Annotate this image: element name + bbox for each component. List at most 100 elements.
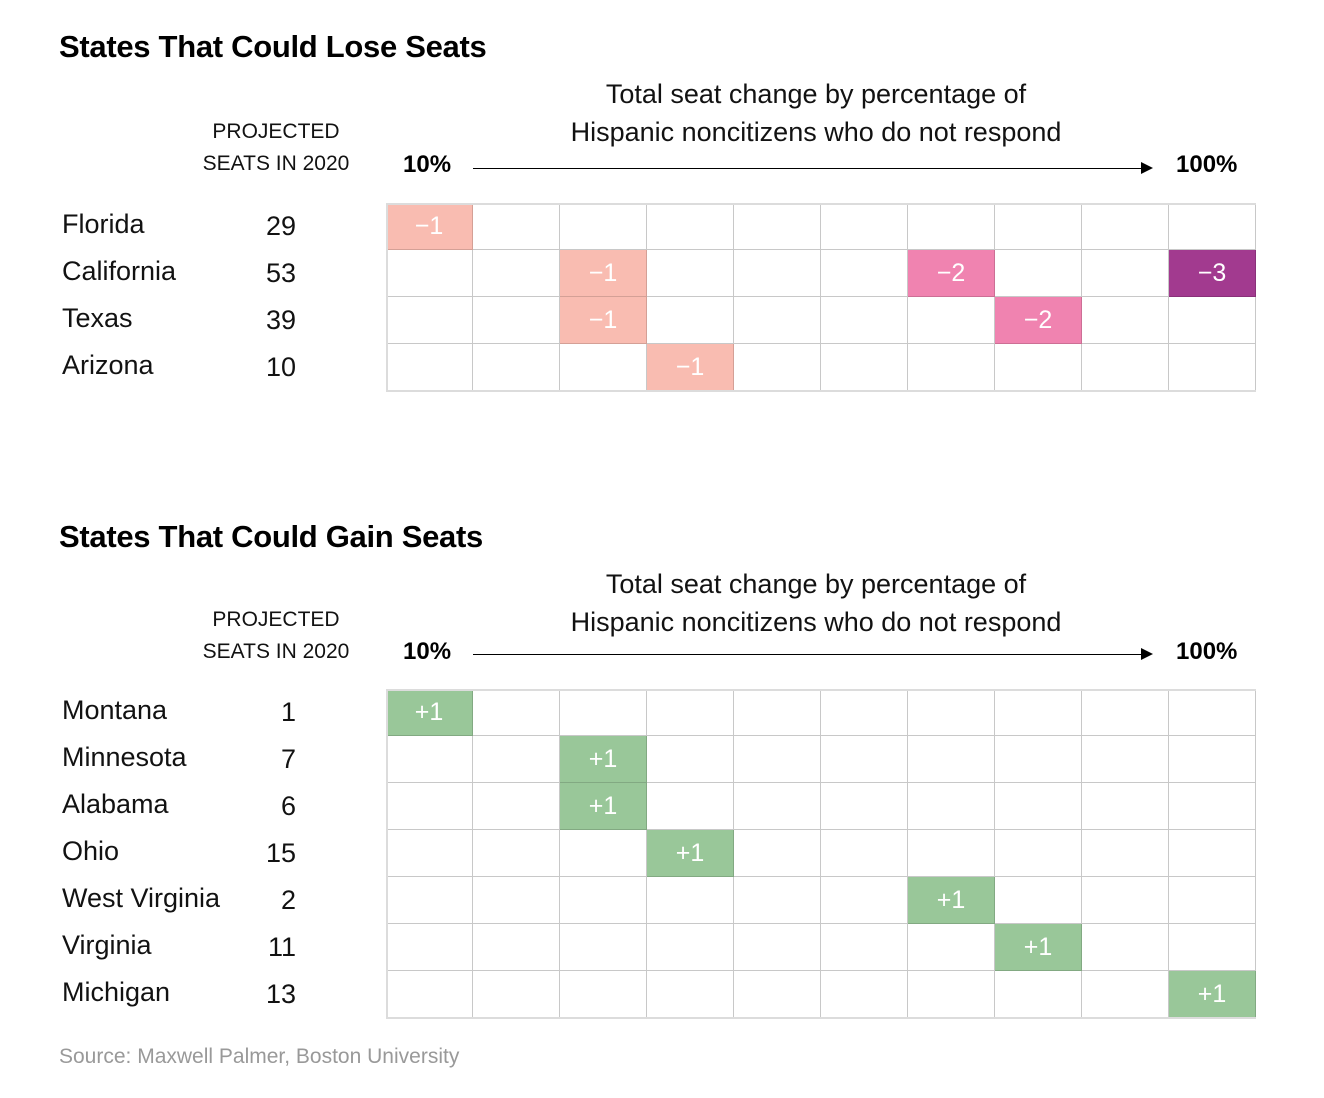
- empty-cell: [908, 736, 995, 783]
- state-label: Florida: [62, 209, 145, 239]
- empty-cell: [1169, 830, 1256, 877]
- empty-cell: [821, 689, 908, 736]
- empty-cell: [1082, 830, 1169, 877]
- axis-end-label: 100%: [1176, 151, 1238, 178]
- axis-title-line-1: Total seat change by percentage of: [605, 79, 1027, 109]
- empty-cell: [647, 924, 734, 971]
- empty-cell: [1169, 736, 1256, 783]
- empty-cell: [734, 783, 821, 830]
- empty-cell: [995, 203, 1082, 250]
- axis-title-line-2: Hispanic noncitizens who do not respond: [570, 607, 1062, 637]
- empty-cell: [1082, 689, 1169, 736]
- empty-cell: [386, 736, 473, 783]
- empty-cell: [908, 344, 995, 391]
- empty-cell: [908, 924, 995, 971]
- empty-cell: [473, 924, 560, 971]
- axis-arrow-line: [473, 654, 1143, 655]
- empty-cell: [560, 830, 647, 877]
- empty-cell: [386, 297, 473, 344]
- seat-change-cell: −3: [1169, 250, 1256, 297]
- empty-cell: [821, 830, 908, 877]
- empty-cell: [821, 783, 908, 830]
- empty-cell: [473, 830, 560, 877]
- empty-cell: [908, 830, 995, 877]
- empty-cell: [821, 203, 908, 250]
- seat-change-cell: −1: [647, 344, 734, 391]
- projected-seats-header-line-2: SEATS IN 2020: [202, 640, 350, 663]
- empty-cell: [647, 877, 734, 924]
- empty-cell: [386, 877, 473, 924]
- empty-cell: [473, 250, 560, 297]
- empty-cell: [386, 250, 473, 297]
- empty-cell: [647, 689, 734, 736]
- projected-seats-value: 10: [265, 352, 296, 382]
- empty-cell: [473, 971, 560, 1018]
- empty-cell: [647, 971, 734, 1018]
- empty-cell: [473, 783, 560, 830]
- empty-cell: [1169, 924, 1256, 971]
- projected-seats-value: 15: [265, 838, 296, 868]
- empty-cell: [734, 924, 821, 971]
- projected-seats-value: 13: [265, 979, 296, 1009]
- empty-cell: [386, 344, 473, 391]
- empty-cell: [908, 783, 995, 830]
- projected-seats-value: 53: [265, 258, 296, 288]
- empty-cell: [647, 783, 734, 830]
- state-label: Arizona: [62, 350, 154, 380]
- empty-cell: [1082, 297, 1169, 344]
- axis-arrow-head-icon: [1141, 162, 1153, 174]
- projected-seats-value: 11: [267, 932, 296, 962]
- empty-cell: [821, 297, 908, 344]
- seat-change-cell: +1: [386, 689, 473, 736]
- axis-title: Total seat change by percentage of Hispa…: [516, 565, 1116, 641]
- projected-seats-header-line-2: SEATS IN 2020: [202, 152, 350, 175]
- seat-change-cell: −1: [386, 203, 473, 250]
- projected-seats-value: 7: [280, 744, 296, 774]
- empty-cell: [647, 203, 734, 250]
- empty-cell: [647, 297, 734, 344]
- empty-cell: [386, 783, 473, 830]
- empty-cell: [1169, 203, 1256, 250]
- empty-cell: [908, 689, 995, 736]
- empty-cell: [473, 877, 560, 924]
- empty-cell: [473, 736, 560, 783]
- empty-cell: [821, 736, 908, 783]
- axis-title-line-1: Total seat change by percentage of: [605, 569, 1027, 599]
- empty-cell: [1082, 971, 1169, 1018]
- empty-cell: [734, 736, 821, 783]
- seat-change-cell: +1: [647, 830, 734, 877]
- state-label: California: [62, 256, 177, 286]
- projected-seats-value: 2: [280, 885, 296, 915]
- axis-start-label: 10%: [403, 151, 452, 178]
- empty-cell: [734, 250, 821, 297]
- empty-cell: [1082, 736, 1169, 783]
- empty-cell: [1169, 689, 1256, 736]
- empty-cell: [821, 344, 908, 391]
- empty-cell: [473, 344, 560, 391]
- empty-cell: [386, 924, 473, 971]
- seat-change-cell: −1: [560, 250, 647, 297]
- empty-cell: [386, 971, 473, 1018]
- empty-cell: [473, 297, 560, 344]
- empty-cell: [995, 736, 1082, 783]
- state-label: Montana: [62, 695, 168, 725]
- empty-cell: [995, 250, 1082, 297]
- empty-cell: [821, 971, 908, 1018]
- empty-cell: [1082, 924, 1169, 971]
- empty-cell: [734, 971, 821, 1018]
- empty-cell: [560, 203, 647, 250]
- state-label: Texas: [62, 303, 133, 333]
- axis-title: Total seat change by percentage of Hispa…: [516, 75, 1116, 151]
- empty-cell: [734, 877, 821, 924]
- state-label: Minnesota: [62, 742, 187, 772]
- axis-start-label: 10%: [403, 638, 452, 665]
- empty-cell: [995, 783, 1082, 830]
- empty-cell: [821, 877, 908, 924]
- empty-cell: [560, 924, 647, 971]
- projected-seats-value: 39: [265, 305, 296, 335]
- empty-cell: [386, 830, 473, 877]
- empty-cell: [560, 689, 647, 736]
- empty-cell: [560, 344, 647, 391]
- state-label: Alabama: [62, 789, 169, 819]
- projected-seats-header-line-1: PROJECTED: [212, 120, 340, 143]
